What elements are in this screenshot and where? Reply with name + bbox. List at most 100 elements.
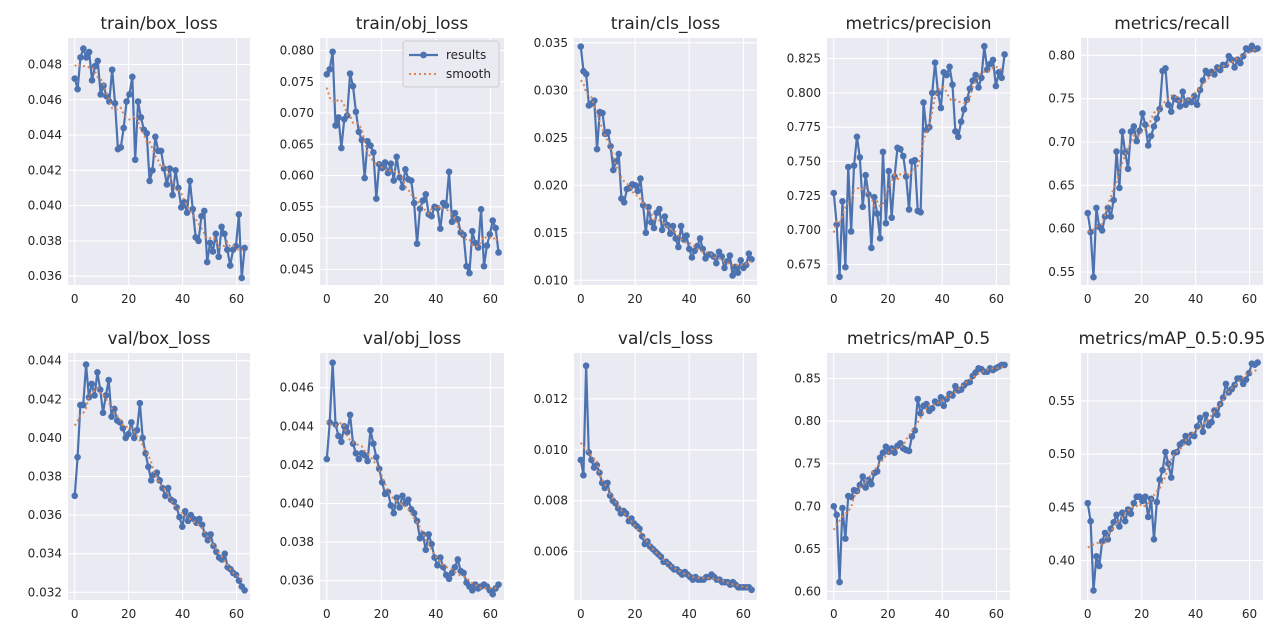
results-point xyxy=(198,212,205,220)
x-tick-label: 40 xyxy=(1188,292,1203,306)
results-point xyxy=(928,405,936,412)
results-point xyxy=(1182,432,1189,440)
results-point xyxy=(683,232,690,239)
subplot-val-cls-loss: val/cls_loss 0 20 40 60 0.006 0.008 0.010 0.012 xyxy=(534,329,757,621)
x-tick-label: 20 xyxy=(374,607,389,621)
x-tick-label: 0 xyxy=(323,292,331,306)
y-tick-label: 0.035 xyxy=(534,36,568,50)
results-point xyxy=(326,65,334,73)
y-tick-label: 0.036 xyxy=(28,269,62,283)
results-point xyxy=(448,218,456,226)
results-point xyxy=(599,109,606,117)
y-tick-label: 0.010 xyxy=(534,443,568,457)
results-point xyxy=(748,256,755,263)
results-point xyxy=(876,454,884,462)
results-point xyxy=(489,217,497,224)
results-point xyxy=(593,145,601,153)
results-point xyxy=(946,63,953,71)
y-tick-label: 0.010 xyxy=(534,273,568,287)
results-point xyxy=(963,96,971,104)
subplot-title: train/cls_loss xyxy=(611,14,721,34)
results-point xyxy=(451,563,459,571)
x-tick-label: 0 xyxy=(71,292,79,306)
results-point xyxy=(422,191,430,198)
results-point xyxy=(88,380,96,388)
results-point xyxy=(410,199,418,207)
plot-area xyxy=(320,353,504,600)
results-point xyxy=(696,235,704,242)
results-point xyxy=(713,259,720,267)
legend-results-marker xyxy=(420,51,427,59)
x-tick-label: 60 xyxy=(736,607,751,621)
results-point xyxy=(152,133,159,141)
results-point xyxy=(699,245,707,253)
results-point xyxy=(669,222,677,230)
results-point xyxy=(853,133,861,141)
results-point xyxy=(631,181,639,189)
x-tick-label: 60 xyxy=(229,607,244,621)
results-point xyxy=(1127,128,1135,135)
results-point xyxy=(1153,498,1161,506)
results-point xyxy=(387,160,395,167)
results-point xyxy=(407,177,415,184)
results-point xyxy=(1190,92,1198,100)
results-point xyxy=(949,81,956,88)
results-point xyxy=(1098,227,1106,234)
results-point xyxy=(139,434,146,442)
results-point xyxy=(1242,376,1250,383)
results-point xyxy=(355,455,363,463)
results-point xyxy=(1084,209,1092,217)
results-point xyxy=(232,242,240,250)
results-point xyxy=(105,376,113,384)
results-point xyxy=(335,114,342,121)
x-tick-label: 40 xyxy=(175,607,190,621)
y-tick-label: 0.65 xyxy=(794,542,821,556)
y-tick-label: 0.85 xyxy=(794,372,821,386)
results-point xyxy=(492,224,499,232)
results-point xyxy=(346,411,354,419)
results-point xyxy=(405,496,412,503)
x-tick-label: 40 xyxy=(935,607,950,621)
y-tick-label: 0.006 xyxy=(534,545,568,559)
results-point xyxy=(664,221,671,229)
y-tick-label: 0.065 xyxy=(280,137,314,151)
results-point xyxy=(238,274,246,282)
results-point xyxy=(393,153,400,161)
results-point xyxy=(876,235,884,242)
subplot-title: val/box_loss xyxy=(108,329,211,349)
results-point xyxy=(129,73,136,81)
results-point xyxy=(323,455,331,463)
x-tick-label: 0 xyxy=(577,292,585,306)
x-tick-label: 20 xyxy=(374,292,389,306)
results-point xyxy=(911,156,919,164)
results-point xyxy=(934,89,942,97)
y-tick-label: 0.025 xyxy=(534,131,568,145)
results-point xyxy=(856,154,864,161)
results-point xyxy=(483,242,491,249)
x-tick-label: 60 xyxy=(1242,607,1257,621)
results-point xyxy=(170,498,178,505)
results-line xyxy=(579,46,753,277)
results-point xyxy=(960,106,968,113)
results-point xyxy=(1254,359,1261,366)
y-tick-label: 0.80 xyxy=(1048,48,1075,62)
x-tick-label: 0 xyxy=(577,607,585,621)
y-tick-label: 0.725 xyxy=(787,189,821,203)
smooth-line xyxy=(579,442,752,589)
results-point xyxy=(85,48,93,56)
subplot-train-box-loss: train/box_loss 0 20 40 60 0.036 0.038 0.040 0.04… xyxy=(28,14,250,306)
x-tick-label: 20 xyxy=(121,607,136,621)
results-point xyxy=(734,269,742,276)
results-point xyxy=(439,563,447,571)
results-point xyxy=(209,248,217,255)
legend: results smooth xyxy=(402,40,500,88)
y-tick-label: 0.032 xyxy=(28,585,62,599)
y-tick-label: 0.750 xyxy=(787,155,821,169)
results-point xyxy=(146,177,153,185)
results-point xyxy=(399,492,406,500)
results-point xyxy=(1237,59,1244,67)
y-tick-label: 0.038 xyxy=(28,470,62,484)
results-point xyxy=(97,91,104,98)
y-tick-label: 0.045 xyxy=(280,262,314,276)
results-point xyxy=(402,166,409,173)
